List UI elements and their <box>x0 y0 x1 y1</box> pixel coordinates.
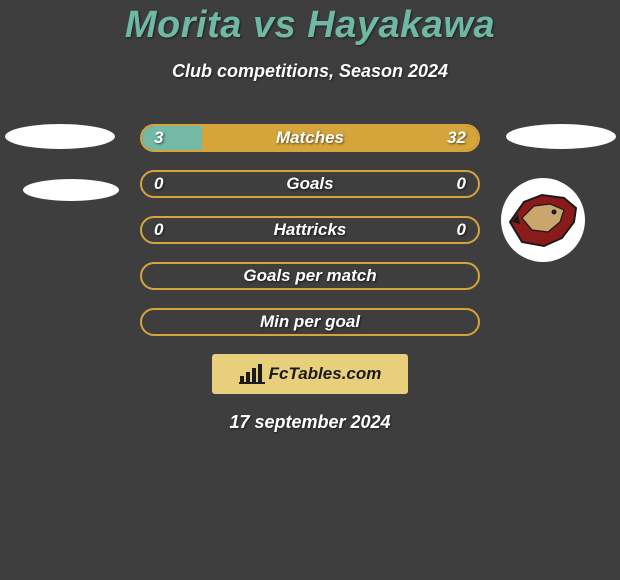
stat-rows: Matches332Goals00Hattricks00Goals per ma… <box>0 124 620 336</box>
stat-row: Goals per match <box>140 262 480 290</box>
stat-label: Min per goal <box>142 310 478 334</box>
stat-row: Goals0 0 <box>140 170 480 198</box>
page-title: Morita vs Hayakawa <box>0 4 620 47</box>
stat-row: Hattricks0 0 <box>140 216 480 244</box>
stat-value-right: 0 <box>457 172 466 196</box>
stat-label: Goals <box>142 172 478 196</box>
stat-value-left: 3 <box>154 126 163 150</box>
stat-row: Matches3 32 <box>140 124 480 152</box>
stat-label: Matches <box>142 126 478 150</box>
comparison-card: Morita vs Hayakawa Club competitions, Se… <box>0 0 620 433</box>
brand-text: FcTables.com <box>269 364 382 384</box>
stat-value-left: 0 <box>154 172 163 196</box>
stat-row: Min per goal <box>140 308 480 336</box>
stat-label: Hattricks <box>142 218 478 242</box>
stat-label: Goals per match <box>142 264 478 288</box>
page-subtitle: Club competitions, Season 2024 <box>0 61 620 82</box>
stat-value-right: 0 <box>457 218 466 242</box>
brand-badge: FcTables.com <box>212 354 408 394</box>
snapshot-date: 17 september 2024 <box>0 412 620 433</box>
bar-chart-icon <box>239 364 265 384</box>
stat-value-left: 0 <box>154 218 163 242</box>
stat-value-right: 32 <box>447 126 466 150</box>
